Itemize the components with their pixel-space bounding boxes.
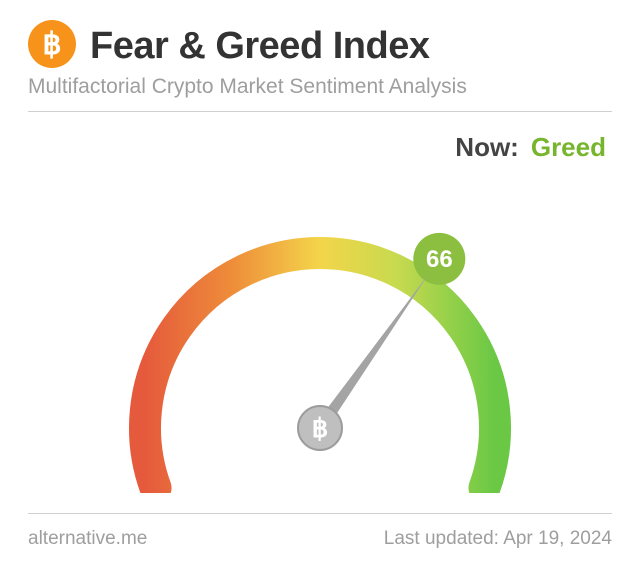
bitcoin-icon: ฿ [28,20,76,73]
status-label: Now: [455,132,519,163]
value-badge-text: 66 [426,246,453,273]
header: ฿ Fear & Greed Index [28,20,612,73]
status-row: Now: Greed [28,132,612,163]
gauge-svg: 66 ฿ [28,163,612,493]
index-card: ฿ Fear & Greed Index Multifactorial Cryp… [0,0,640,568]
divider-bottom [28,513,612,514]
subtitle: Multifactorial Crypto Market Sentiment A… [28,75,612,99]
gauge: 66 ฿ [28,163,612,513]
page-title: Fear & Greed Index [90,25,429,68]
updated-label: Last updated: [384,528,499,549]
divider-top [28,111,612,112]
footer: alternative.me Last updated: Apr 19, 202… [28,528,612,550]
updated-value: Apr 19, 2024 [503,528,612,549]
svg-text:฿: ฿ [42,28,61,61]
updated: Last updated: Apr 19, 2024 [384,528,612,550]
gauge-needle [315,273,429,432]
source-label: alternative.me [28,528,147,550]
hub-bitcoin-icon: ฿ [312,413,329,443]
gauge-arc [145,253,495,488]
status-value: Greed [531,132,606,163]
